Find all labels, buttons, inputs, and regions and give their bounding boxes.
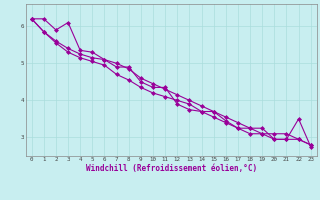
X-axis label: Windchill (Refroidissement éolien,°C): Windchill (Refroidissement éolien,°C) [86,164,257,173]
